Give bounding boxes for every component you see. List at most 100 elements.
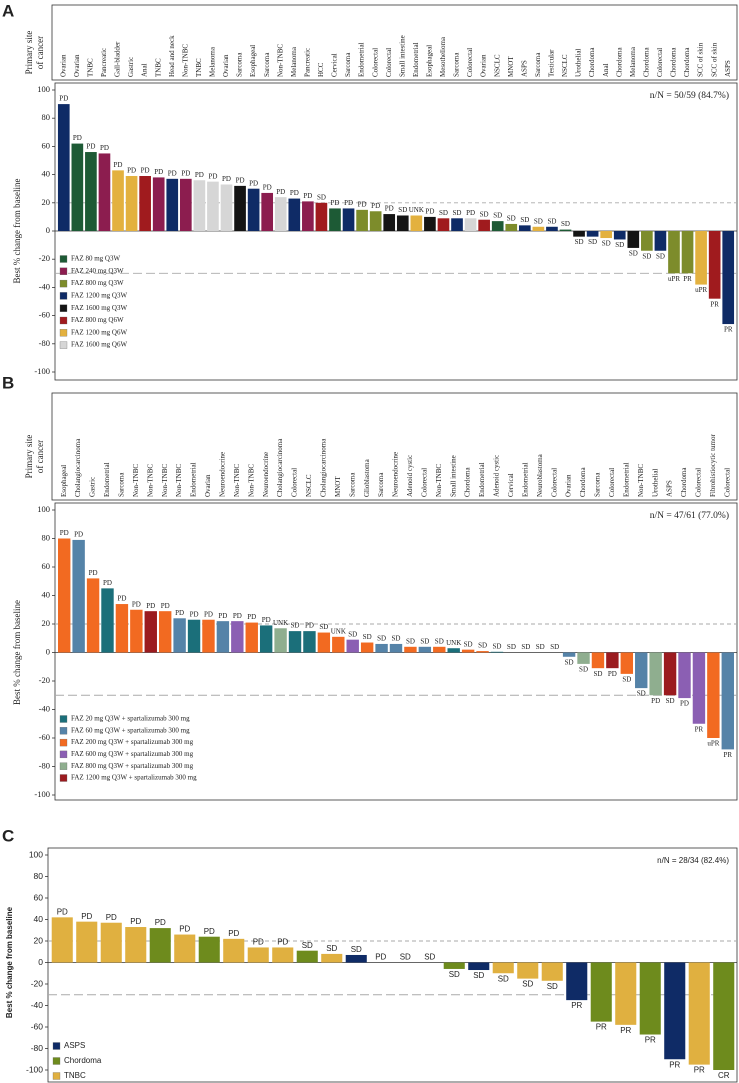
response-label: PD <box>181 169 190 177</box>
response-label: SD <box>547 217 556 225</box>
bar <box>317 632 331 653</box>
response-label: SD <box>561 220 570 228</box>
bar <box>541 962 563 981</box>
legend-label: FAZ 1200 mg Q3W <box>71 292 127 300</box>
bar <box>72 539 85 653</box>
category-label: Sarcoma <box>118 472 126 497</box>
category-label: Colorectal <box>608 468 616 497</box>
y-tick-label: -80 <box>39 338 50 348</box>
response-label: SD <box>550 643 559 651</box>
y-tick-label: 0 <box>46 225 50 235</box>
legend-swatch <box>59 304 68 312</box>
legend-label: FAZ 1200 mg Q3W + spartalizumab 300 mg <box>71 774 197 782</box>
bar <box>410 215 423 231</box>
bar <box>173 618 186 653</box>
bar <box>130 609 143 653</box>
response-label: SD <box>622 675 631 683</box>
bar <box>375 643 388 653</box>
response-label: SD <box>629 250 638 258</box>
category-label: Endometrial <box>412 42 420 77</box>
legend-swatch <box>59 316 68 325</box>
response-label: PD <box>371 202 380 210</box>
category-label: Colorectal <box>656 48 664 77</box>
bar <box>532 226 545 231</box>
bar <box>100 922 122 963</box>
category-label: Cervical <box>507 473 515 497</box>
category-label: TNBC <box>195 58 203 77</box>
bar <box>332 636 345 653</box>
response-label: PD <box>59 95 68 103</box>
legend-label: TNBC <box>64 1071 86 1080</box>
panel-letter: C <box>2 826 14 845</box>
bar <box>404 646 417 653</box>
bar <box>707 652 720 738</box>
category-label: Colorectal <box>420 468 428 497</box>
response-label: UNK <box>273 619 288 627</box>
y-tick-label: 0 <box>38 957 43 967</box>
bar <box>396 215 409 231</box>
response-label: PD <box>218 612 227 620</box>
response-label: SD <box>642 252 651 260</box>
bar <box>342 208 355 231</box>
category-label: Colorectal <box>291 468 299 497</box>
y-tick-label: 80 <box>42 112 51 122</box>
y-tick-label: -40 <box>31 1000 44 1010</box>
response-label: SD <box>435 637 444 645</box>
response-label: SD <box>398 206 407 214</box>
bar <box>220 184 233 231</box>
response-label: PD <box>305 622 314 630</box>
header-box <box>51 4 738 81</box>
bar <box>389 643 403 653</box>
bar <box>654 231 667 251</box>
bar <box>713 962 735 1070</box>
bar <box>125 176 138 231</box>
category-label: Non-TNBC <box>435 464 443 497</box>
category-label: Ovarian <box>59 54 67 77</box>
response-label: SD <box>637 690 646 698</box>
y-tick-label: 20 <box>34 935 44 945</box>
response-label: PD <box>141 167 150 175</box>
response-label: SD <box>615 241 624 249</box>
category-label: Melanoma <box>290 46 298 77</box>
response-label: PR <box>620 1026 631 1035</box>
header-box <box>51 392 738 501</box>
response-label: PD <box>425 208 434 216</box>
y-tick-label: 100 <box>37 504 50 514</box>
category-label: NSCLC <box>493 54 501 77</box>
bar <box>668 231 680 274</box>
category-label: Chordoma <box>464 467 472 497</box>
category-label: Sarcoma <box>348 472 356 497</box>
response-label: UNK <box>409 206 424 214</box>
category-label: Neuroendocrine <box>219 452 227 497</box>
bar <box>586 231 599 237</box>
bar <box>288 631 302 653</box>
response-label: PD <box>130 917 141 926</box>
category-label: Head and neck <box>168 35 176 77</box>
bar <box>193 180 206 231</box>
bar <box>383 214 396 231</box>
y-tick-label: -100 <box>34 366 50 376</box>
bar <box>491 221 504 231</box>
bar <box>635 652 648 689</box>
bar <box>424 216 436 231</box>
response-label: PD <box>100 144 109 152</box>
bar <box>112 170 124 231</box>
category-label: Colorectal <box>550 468 558 497</box>
plot-box <box>47 847 738 1083</box>
category-label: ASPS <box>666 480 674 497</box>
legend-label: FAZ 800 mg Q3W + spartalizumab 300 mg <box>71 762 194 770</box>
response-label: PD <box>247 613 256 621</box>
response-label: SD <box>363 633 372 641</box>
response-label: PD <box>249 179 258 187</box>
response-label: SD <box>522 980 533 989</box>
category-label: Gall-bladder <box>114 41 122 77</box>
bar <box>695 231 707 285</box>
bar <box>139 176 151 231</box>
response-label: uPR <box>668 275 680 283</box>
response-label: SD <box>536 643 545 651</box>
legend-label: FAZ 240 mg Q3W <box>71 267 124 275</box>
response-label: PD <box>89 569 98 577</box>
category-label: Non-TNBC <box>276 44 284 77</box>
legend-label: FAZ 200 mg Q3W + spartalizumab 300 mg <box>71 738 194 746</box>
response-label: SD <box>439 209 448 217</box>
